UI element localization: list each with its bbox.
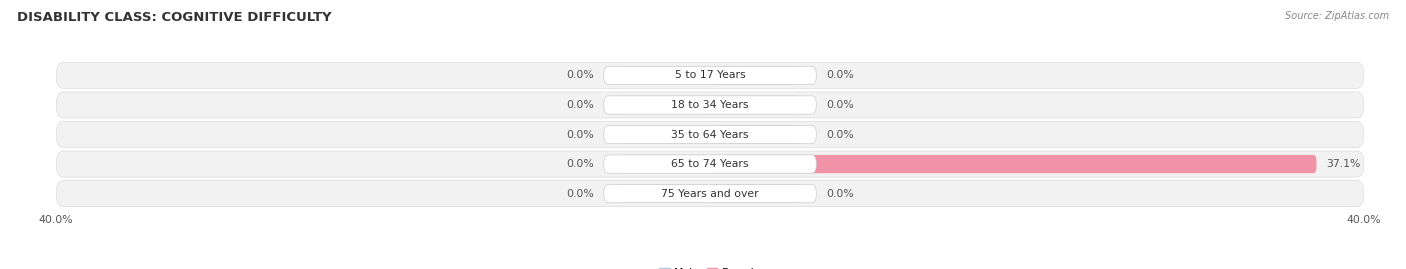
FancyBboxPatch shape [56, 180, 1364, 207]
Text: DISABILITY CLASS: COGNITIVE DIFFICULTY: DISABILITY CLASS: COGNITIVE DIFFICULTY [17, 11, 332, 24]
Text: 0.0%: 0.0% [567, 189, 593, 199]
Text: 35 to 64 Years: 35 to 64 Years [671, 129, 749, 140]
FancyBboxPatch shape [56, 62, 1364, 89]
Text: 0.0%: 0.0% [567, 129, 593, 140]
FancyBboxPatch shape [710, 66, 800, 84]
FancyBboxPatch shape [710, 155, 1316, 173]
FancyBboxPatch shape [603, 96, 817, 114]
Text: 5 to 17 Years: 5 to 17 Years [675, 70, 745, 80]
FancyBboxPatch shape [620, 125, 710, 144]
Text: 0.0%: 0.0% [567, 70, 593, 80]
FancyBboxPatch shape [710, 96, 800, 114]
Text: 0.0%: 0.0% [827, 100, 853, 110]
Text: 0.0%: 0.0% [567, 100, 593, 110]
Text: 0.0%: 0.0% [827, 129, 853, 140]
Legend: Male, Female: Male, Female [655, 264, 765, 269]
Text: 0.0%: 0.0% [827, 189, 853, 199]
Text: 75 Years and over: 75 Years and over [661, 189, 759, 199]
FancyBboxPatch shape [603, 155, 817, 173]
FancyBboxPatch shape [620, 155, 710, 173]
Text: 0.0%: 0.0% [827, 70, 853, 80]
Text: 65 to 74 Years: 65 to 74 Years [671, 159, 749, 169]
FancyBboxPatch shape [603, 66, 817, 84]
FancyBboxPatch shape [603, 125, 817, 144]
FancyBboxPatch shape [603, 185, 817, 203]
FancyBboxPatch shape [710, 185, 800, 203]
FancyBboxPatch shape [620, 185, 710, 203]
Text: 18 to 34 Years: 18 to 34 Years [671, 100, 749, 110]
FancyBboxPatch shape [56, 151, 1364, 177]
FancyBboxPatch shape [620, 96, 710, 114]
FancyBboxPatch shape [56, 122, 1364, 147]
FancyBboxPatch shape [710, 125, 800, 144]
Text: Source: ZipAtlas.com: Source: ZipAtlas.com [1285, 11, 1389, 21]
Text: 0.0%: 0.0% [567, 159, 593, 169]
Text: 37.1%: 37.1% [1326, 159, 1361, 169]
FancyBboxPatch shape [620, 66, 710, 84]
FancyBboxPatch shape [56, 92, 1364, 118]
